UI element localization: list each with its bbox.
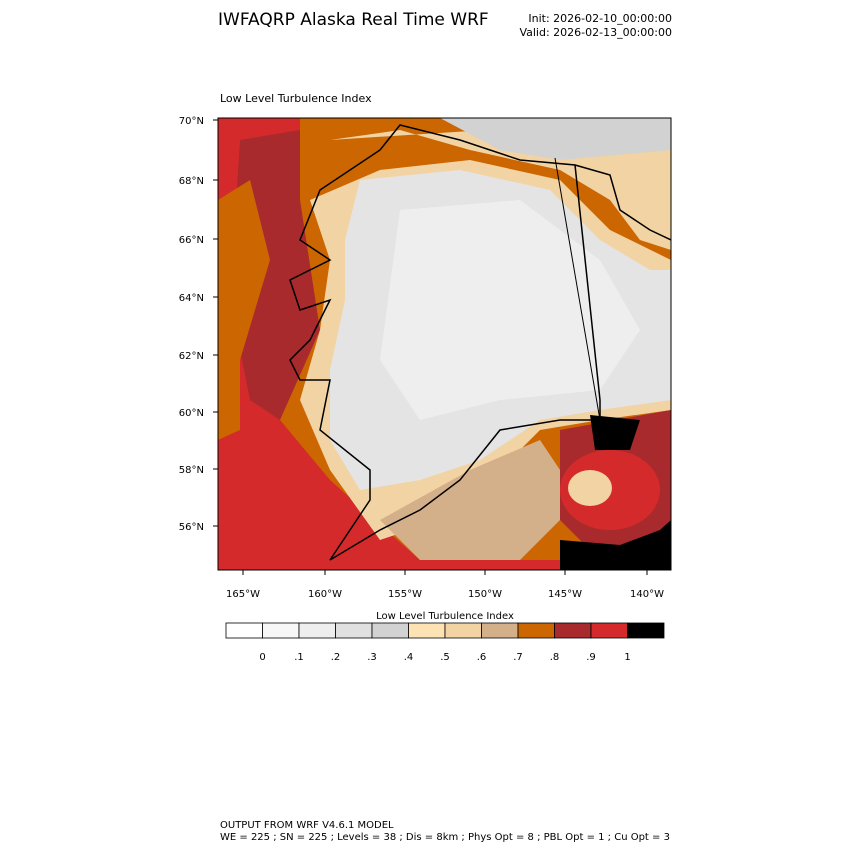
lat-label: 62°N xyxy=(179,351,204,362)
colorbar-label: .5 xyxy=(440,652,450,663)
colorbar-box xyxy=(298,622,336,639)
colorbar-box xyxy=(517,622,555,639)
colorbar-box xyxy=(262,622,300,639)
colorbar-box xyxy=(408,622,446,639)
lon-label: 160°W xyxy=(308,589,342,600)
colorbar-label: .3 xyxy=(367,652,377,663)
colorbar-label: .6 xyxy=(477,652,487,663)
colorbar-label: 0 xyxy=(259,652,265,663)
colorbar-label: .2 xyxy=(331,652,341,663)
colorbar-label: .1 xyxy=(294,652,304,663)
lon-label: 145°W xyxy=(548,589,582,600)
colorbar-box xyxy=(554,622,592,639)
colorbar-label: .8 xyxy=(550,652,560,663)
lat-label: 56°N xyxy=(179,522,204,533)
lat-label: 66°N xyxy=(179,235,204,246)
field-zone xyxy=(560,520,671,570)
field-zone xyxy=(568,470,612,506)
footer-line: OUTPUT FROM WRF V4.6.1 MODEL xyxy=(220,820,394,831)
border xyxy=(554,157,601,421)
lat-label: 60°N xyxy=(179,408,204,419)
footer-line: WE = 225 ; SN = 225 ; Levels = 38 ; Dis … xyxy=(220,832,670,843)
colorbar-box xyxy=(627,622,665,639)
field-zone xyxy=(380,440,580,560)
map-label: Low Level Turbulence Index xyxy=(220,92,372,105)
colorbar-box xyxy=(371,622,409,639)
lon-label: 155°W xyxy=(388,589,422,600)
map xyxy=(217,117,672,571)
colorbar-box xyxy=(335,622,373,639)
field-zone xyxy=(218,180,270,440)
colorbar-label: .9 xyxy=(586,652,596,663)
lat-label: 64°N xyxy=(179,293,204,304)
lon-label: 140°W xyxy=(630,589,664,600)
colorbar-box xyxy=(590,622,628,639)
colorbar-title: Low Level Turbulence Index xyxy=(376,611,514,622)
field-zone xyxy=(440,118,671,160)
lon-label: 165°W xyxy=(226,589,260,600)
colorbar-label: 1 xyxy=(624,652,630,663)
field-zone xyxy=(380,200,640,420)
colorbar-label: .7 xyxy=(513,652,523,663)
coastline xyxy=(289,124,671,561)
init-time: Init: 2026-02-10_00:00:00 xyxy=(528,12,672,25)
lat-label: 58°N xyxy=(179,465,204,476)
title: IWFAQRP Alaska Real Time WRF xyxy=(218,10,489,30)
colorbar-box xyxy=(225,622,263,639)
map-frame xyxy=(217,117,672,571)
colorbar-box xyxy=(444,622,482,639)
colorbar-label: .4 xyxy=(404,652,414,663)
lat-label: 70°N xyxy=(179,116,204,127)
colorbar-box xyxy=(481,622,519,639)
lon-label: 150°W xyxy=(468,589,502,600)
valid-time: Valid: 2026-02-13_00:00:00 xyxy=(519,26,672,39)
lat-label: 68°N xyxy=(179,176,204,187)
field-zone xyxy=(590,415,640,450)
